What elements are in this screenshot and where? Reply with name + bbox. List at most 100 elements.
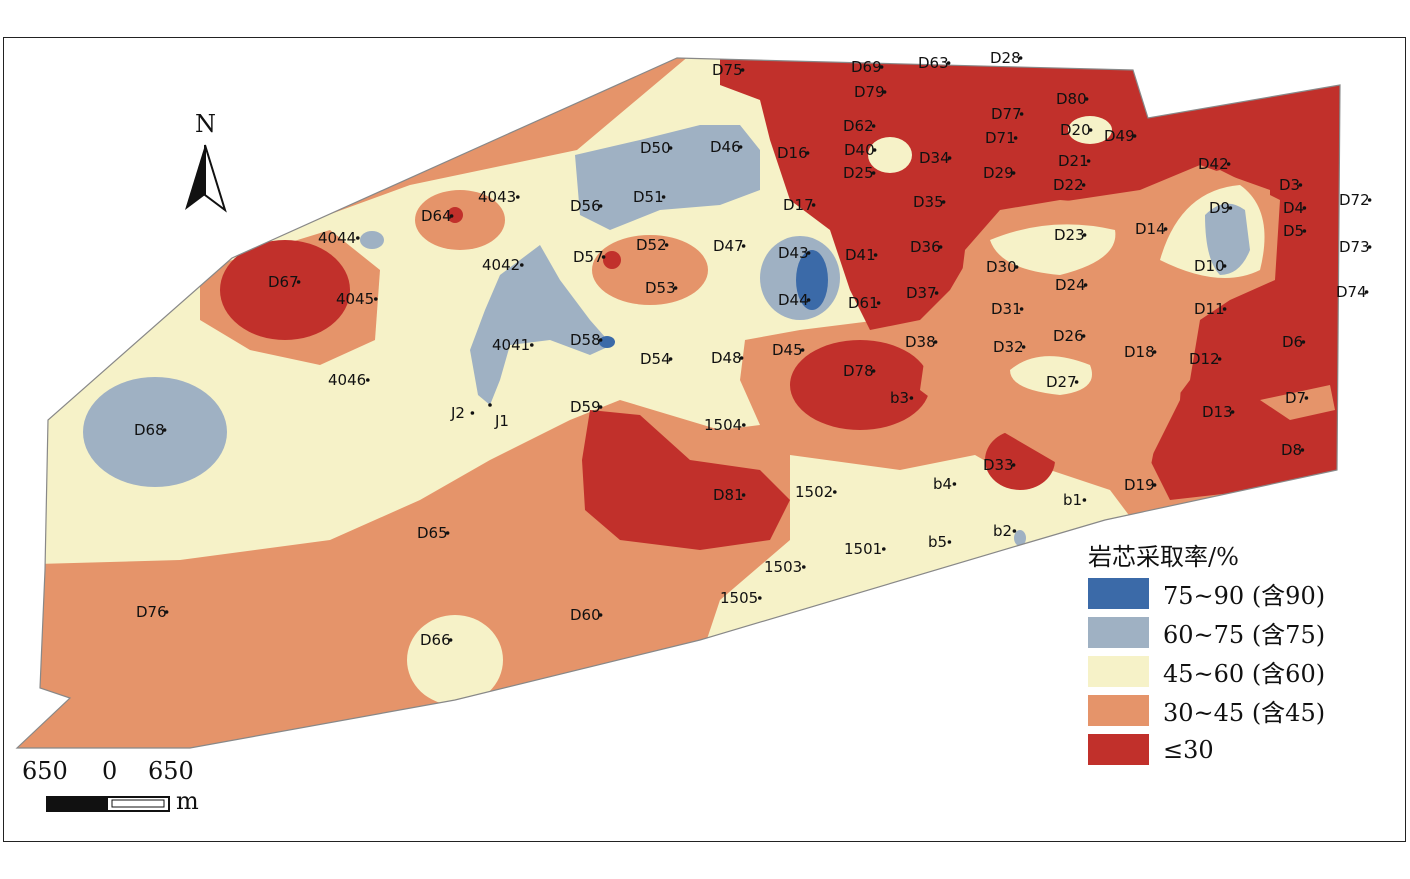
well-label: D76 <box>136 603 167 621</box>
well-d18: D18 <box>1124 343 1157 361</box>
well-label: 1503 <box>764 558 802 576</box>
well-dot <box>1304 396 1309 400</box>
well-label: D41 <box>845 246 876 264</box>
zone-75-90-d58 <box>599 336 615 348</box>
well-label: D10 <box>1194 257 1225 275</box>
well-label: D37 <box>906 284 937 302</box>
well-dot <box>661 195 666 199</box>
well-label: D17 <box>783 196 814 214</box>
study-area-outline <box>15 57 1341 749</box>
well-dot <box>1298 183 1303 187</box>
well-d51: D51 <box>633 188 666 206</box>
well-label: D32 <box>993 338 1024 356</box>
well-d6: D6 <box>1282 333 1306 351</box>
well-dot <box>374 297 378 301</box>
well-d41: D41 <box>845 246 878 264</box>
zone-le30-d81 <box>582 410 790 550</box>
well-d14: D14 <box>1135 220 1168 238</box>
zone-60-75-d50 <box>575 125 760 230</box>
well-j2: J2 <box>450 404 475 422</box>
well-d25: D25 <box>843 164 876 182</box>
well-d26: D26 <box>1053 327 1086 345</box>
well-label: D9 <box>1209 199 1230 217</box>
well-d62: D62 <box>843 117 876 135</box>
well-1503: 1503 <box>764 558 806 576</box>
well-dot <box>1014 265 1019 269</box>
north-label: N <box>195 110 216 138</box>
well-d73: D73 <box>1339 238 1372 256</box>
map-frame <box>3 37 1406 842</box>
well-label: 1501 <box>844 540 882 558</box>
north-arrow-left-icon <box>185 145 205 210</box>
well-dot <box>1083 283 1088 287</box>
well-label: D16 <box>777 144 808 162</box>
well-label: D11 <box>1194 300 1225 318</box>
well-dot <box>873 253 878 257</box>
well-dot <box>879 65 884 69</box>
legend-title: 岩芯采取率/% <box>1088 543 1239 571</box>
well-dot <box>882 90 887 94</box>
well-dot <box>1302 229 1307 233</box>
well-dot <box>448 638 453 642</box>
well-d59: D59 <box>570 398 603 416</box>
well-dot <box>1012 529 1017 533</box>
well-b1: b1 <box>1063 491 1087 509</box>
well-dot <box>933 340 938 344</box>
well-d31: D31 <box>991 300 1024 318</box>
legend: 岩芯采取率/% 75~90 (含90) 60~75 (含75) 45~60 (含… <box>1088 540 1388 769</box>
well-label: D50 <box>640 139 671 157</box>
well-d69: D69 <box>851 58 884 76</box>
well-dot <box>1364 290 1369 294</box>
well-dot <box>1301 340 1306 344</box>
well-label: D19 <box>1124 476 1155 494</box>
legend-swatch <box>1088 734 1149 765</box>
well-label: D31 <box>991 300 1022 318</box>
well-dot <box>1163 227 1168 231</box>
well-dot <box>871 171 876 175</box>
well-label: D57 <box>573 248 604 266</box>
well-label: b4 <box>933 475 952 493</box>
well-label: D53 <box>645 279 676 297</box>
well-d71: D71 <box>985 129 1018 147</box>
well-d47: D47 <box>713 237 746 255</box>
well-dot <box>664 243 669 247</box>
well-label: D43 <box>778 244 809 262</box>
legend-label: 75~90 (含90) <box>1163 582 1326 610</box>
well-d5: D5 <box>1283 222 1307 240</box>
well-d67: D67 <box>268 273 301 291</box>
well-label: J2 <box>450 404 465 422</box>
well-d53: D53 <box>645 279 678 297</box>
well-dot <box>1217 357 1222 361</box>
well-dot <box>882 547 886 551</box>
well-label: b5 <box>928 533 947 551</box>
well-dot <box>876 301 881 305</box>
well-d66: D66 <box>420 631 453 649</box>
legend-label: 30~45 (含45) <box>1163 699 1326 727</box>
north-arrow-right-icon <box>204 144 227 213</box>
well-d74: D74 <box>1336 283 1369 301</box>
well-d20: D20 <box>1060 121 1093 139</box>
well-label: D72 <box>1339 191 1370 209</box>
well-dot <box>741 493 746 497</box>
well-dot <box>516 195 520 199</box>
well-b3: b3 <box>890 389 914 407</box>
well-d76: D76 <box>136 603 169 621</box>
well-d38: D38 <box>905 333 938 351</box>
well-d79: D79 <box>854 83 887 101</box>
well-dot <box>1081 183 1086 187</box>
zone-le30-d57 <box>603 251 621 269</box>
well-b2: b2 <box>993 522 1017 540</box>
well-dot <box>806 251 811 255</box>
well-dot <box>1367 198 1372 202</box>
zone-45-60-d27 <box>1010 356 1092 395</box>
well-dot <box>366 378 370 382</box>
well-label: D48 <box>711 349 742 367</box>
well-label: D33 <box>983 456 1014 474</box>
well-b4: b4 <box>933 475 957 493</box>
well-label: D74 <box>1336 283 1367 301</box>
well-label: 4046 <box>328 371 366 389</box>
zone-45-60-d40 <box>868 137 912 173</box>
well-d36: D36 <box>910 238 943 256</box>
well-label: D24 <box>1055 276 1086 294</box>
well-dot <box>1082 233 1087 237</box>
